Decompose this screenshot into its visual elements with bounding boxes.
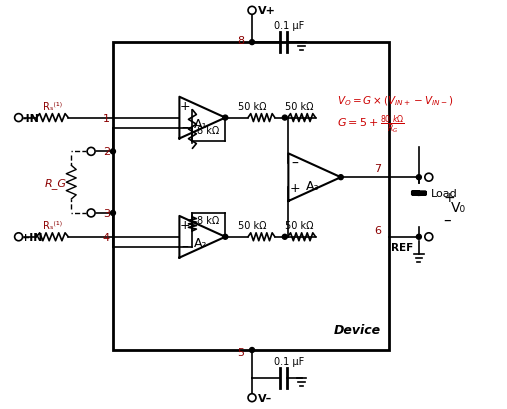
Circle shape [249, 348, 255, 353]
Circle shape [223, 235, 228, 240]
Text: +: + [444, 191, 455, 204]
Text: –IN: –IN [21, 113, 40, 123]
Text: Rₛ⁽¹⁾: Rₛ⁽¹⁾ [43, 101, 62, 111]
Text: A₁: A₁ [194, 118, 207, 131]
Text: 7: 7 [374, 164, 381, 174]
Circle shape [338, 175, 343, 180]
Text: 4: 4 [103, 232, 110, 242]
Text: V+: V+ [258, 6, 276, 16]
Bar [113, 43, 389, 350]
Circle shape [416, 175, 421, 180]
Text: +: + [179, 219, 190, 232]
Text: +: + [289, 181, 300, 194]
Circle shape [87, 148, 95, 156]
Text: 50 kΩ: 50 kΩ [285, 220, 314, 230]
Text: 50 kΩ: 50 kΩ [285, 101, 314, 111]
Text: 2: 2 [103, 147, 110, 157]
Circle shape [223, 116, 228, 121]
Text: 3: 3 [103, 209, 110, 218]
Text: Load: Load [431, 189, 457, 199]
Text: $V_O = G \times (V_{IN+} - V_{IN-})$: $V_O = G \times (V_{IN+} - V_{IN-})$ [338, 94, 454, 107]
Text: +: + [179, 100, 190, 113]
Circle shape [425, 233, 433, 241]
Text: V–: V– [258, 393, 272, 403]
Text: A₂: A₂ [194, 237, 207, 249]
Circle shape [248, 7, 256, 15]
Text: –: – [292, 157, 298, 171]
Circle shape [282, 235, 287, 240]
Text: 50 kΩ: 50 kΩ [238, 101, 266, 111]
Circle shape [15, 233, 23, 241]
Text: 0.1 µF: 0.1 µF [274, 356, 304, 366]
Text: 50 kΩ: 50 kΩ [238, 220, 266, 230]
Text: $G = 5 + \frac{80\ k\Omega}{R_G}$: $G = 5 + \frac{80\ k\Omega}{R_G}$ [338, 113, 405, 135]
Text: Rₛ⁽¹⁾: Rₛ⁽¹⁾ [43, 220, 62, 230]
Circle shape [87, 209, 95, 217]
Circle shape [111, 211, 116, 216]
Circle shape [249, 40, 255, 45]
Text: –: – [444, 212, 451, 227]
Text: REF: REF [391, 242, 413, 252]
Text: Device: Device [334, 323, 381, 336]
Text: 6: 6 [374, 225, 381, 235]
Text: R_G: R_G [44, 177, 66, 188]
Text: A₃: A₃ [306, 179, 319, 192]
Text: 5: 5 [237, 347, 244, 357]
Text: –: – [181, 240, 188, 254]
Circle shape [282, 116, 287, 121]
Circle shape [15, 115, 23, 122]
Circle shape [111, 150, 116, 155]
Circle shape [248, 394, 256, 402]
Text: +IN: +IN [21, 232, 43, 242]
Text: 1: 1 [103, 113, 110, 123]
Text: 0.1 µF: 0.1 µF [274, 21, 304, 31]
Text: 8 kΩ: 8 kΩ [197, 216, 220, 225]
Text: V₀: V₀ [451, 200, 465, 214]
Text: 8 kΩ: 8 kΩ [197, 125, 220, 135]
Text: –: – [181, 121, 188, 135]
Circle shape [425, 174, 433, 182]
Circle shape [416, 235, 421, 240]
Text: 8: 8 [237, 36, 244, 46]
